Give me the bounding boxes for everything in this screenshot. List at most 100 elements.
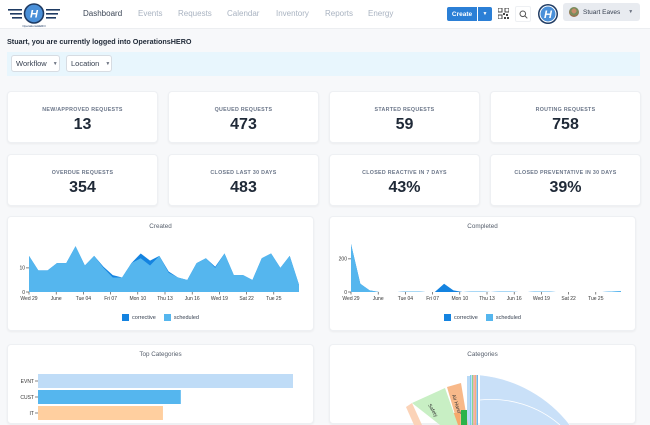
search-button[interactable] [515,6,531,22]
svg-text:OperationsHERO: OperationsHERO [22,24,46,28]
chevron-down-icon: ▼ [105,60,111,67]
stat-label: ROUTING REQUESTS [535,107,596,113]
top-categories-card: Top Categories EVNT CUST IT [7,344,314,424]
svg-text:June: June [373,296,384,302]
stat-card-closed-preventative[interactable]: CLOSED PREVENTATIVE IN 30 DAYS 39% [490,154,641,206]
svg-text:Wed 29: Wed 29 [342,296,359,302]
stat-value: 13 [73,116,92,133]
nav-dashboard[interactable]: Dashboard [83,9,123,18]
stat-card-started[interactable]: STARTED REQUESTS 59 [329,91,480,143]
workflow-filter-dropdown[interactable]: Workflow ▼ [11,55,60,72]
svg-text:10: 10 [19,266,25,272]
user-name: Stuart Eaves [583,8,621,16]
svg-text:Sat 22: Sat 22 [239,296,254,302]
create-button[interactable]: Create [447,7,477,21]
hero-badge-icon[interactable]: H [537,3,559,25]
stat-card-overdue[interactable]: OVERDUE REQUESTS 354 [7,154,158,206]
svg-text:Wed 19: Wed 19 [533,296,550,302]
svg-text:Wed 19: Wed 19 [211,296,228,302]
stat-label: QUEUED REQUESTS [214,107,273,113]
stat-label: CLOSED REACTIVE IN 7 DAYS [362,170,447,176]
categories-sunburst-chart: Air Handl... Safety [406,374,571,425]
top-categories-bar-chart: EVNT CUST IT [20,374,293,420]
svg-text:Tue 25: Tue 25 [588,296,604,302]
svg-text:200: 200 [339,257,348,263]
location-filter-dropdown[interactable]: Location ▼ [66,55,112,72]
stat-value: 39% [549,179,582,196]
nav-calendar[interactable]: Calendar [227,9,260,18]
categories-card: Categories Air Handl... Safety [329,344,636,425]
chart-title: Categories [467,351,498,358]
nav-events[interactable]: Events [138,9,163,18]
stat-value: 483 [230,179,257,196]
stat-label: CLOSED LAST 30 DAYS [210,170,277,176]
workflow-filter-label: Workflow [16,59,47,68]
svg-text:H: H [544,9,553,21]
svg-text:Sat 22: Sat 22 [561,296,576,302]
svg-text:CUST: CUST [20,395,34,401]
top-navbar: H OperationsHERO Dashboard Events Reques… [0,0,650,29]
legend-scheduled[interactable]: scheduled [163,314,199,321]
nav-requests[interactable]: Requests [178,9,212,18]
stat-value: 758 [552,116,579,133]
svg-text:Jun 16: Jun 16 [507,296,522,302]
user-avatar [569,7,579,17]
completed-area-chart: 0 200 Wed 29 June Tue 04 Fri 07 Mon 10 Thu 13 Ju… [339,243,621,302]
stat-value: 354 [69,179,96,196]
welcome-message: Stuart, you are currently logged into Op… [7,37,192,46]
stat-card-new-approved[interactable]: NEW/APPROVED REQUESTS 13 [7,91,158,143]
chart-title: Completed [467,223,498,230]
svg-text:0: 0 [344,290,347,296]
qr-code-icon[interactable] [498,8,509,19]
svg-text:Thu 13: Thu 13 [479,296,495,302]
stat-value: 473 [230,116,257,133]
svg-text:H: H [30,9,39,21]
svg-text:Mon 10: Mon 10 [129,296,146,302]
chevron-down-icon: ▼ [628,9,634,15]
location-filter-label: Location [71,59,100,68]
legend-scheduled[interactable]: scheduled [485,314,521,321]
stat-value: 43% [388,179,421,196]
chart-legend: corrective scheduled [330,314,635,321]
chart-legend: corrective scheduled [8,314,313,321]
stat-label: OVERDUE REQUESTS [51,170,114,176]
svg-text:Jun 16: Jun 16 [185,296,200,302]
user-menu-button[interactable]: Stuart Eaves ▼ [563,3,640,21]
created-chart-card: Created 0 10 Wed 29 June Tue 04 Fri 07 Mon 10 T… [7,216,314,331]
svg-text:0: 0 [22,290,25,296]
legend-corrective[interactable]: corrective [122,314,156,321]
svg-text:Fri 07: Fri 07 [104,296,117,302]
svg-text:Mon 10: Mon 10 [451,296,468,302]
stat-card-queued[interactable]: QUEUED REQUESTS 473 [168,91,319,143]
stat-label: NEW/APPROVED REQUESTS [42,107,123,113]
nav-reports[interactable]: Reports [325,9,354,18]
stat-card-routing[interactable]: ROUTING REQUESTS 758 [490,91,641,143]
svg-text:Wed 29: Wed 29 [20,296,37,302]
legend-corrective[interactable]: corrective [444,314,478,321]
stat-card-closed-30[interactable]: CLOSED LAST 30 DAYS 483 [168,154,319,206]
nav-inventory[interactable]: Inventory [276,9,309,18]
svg-text:Tue 25: Tue 25 [266,296,282,302]
chevron-down-icon: ▼ [52,60,58,67]
svg-text:Tue 04: Tue 04 [76,296,92,302]
svg-text:EVNT: EVNT [21,379,34,385]
stat-value: 59 [395,116,414,133]
stat-label: CLOSED PREVENTATIVE IN 30 DAYS [514,170,617,176]
svg-text:IT: IT [30,411,34,417]
created-area-chart: 0 10 Wed 29 June Tue 04 Fri 07 Mon 10 Thu 13 Jun… [19,246,299,302]
svg-text:June: June [51,296,62,302]
stat-label: STARTED REQUESTS [374,107,435,113]
svg-text:Thu 13: Thu 13 [157,296,173,302]
create-dropdown-button[interactable]: ▼ [478,7,492,21]
search-icon [519,10,528,19]
chevron-down-icon: ▼ [482,11,488,17]
svg-text:Tue 04: Tue 04 [398,296,414,302]
nav-energy[interactable]: Energy [368,9,394,18]
operationshero-logo[interactable]: H OperationsHERO [6,2,62,28]
completed-chart-card: Completed 0 200 Wed 29 June Tue 04 Fri 07 Mon … [329,216,636,331]
chart-title: Top Categories [139,351,182,358]
stat-card-closed-reactive[interactable]: CLOSED REACTIVE IN 7 DAYS 43% [329,154,480,206]
filter-bar: Workflow ▼ Location ▼ [7,52,640,76]
svg-text:Fri 07: Fri 07 [426,296,439,302]
chart-title: Created [149,223,172,230]
